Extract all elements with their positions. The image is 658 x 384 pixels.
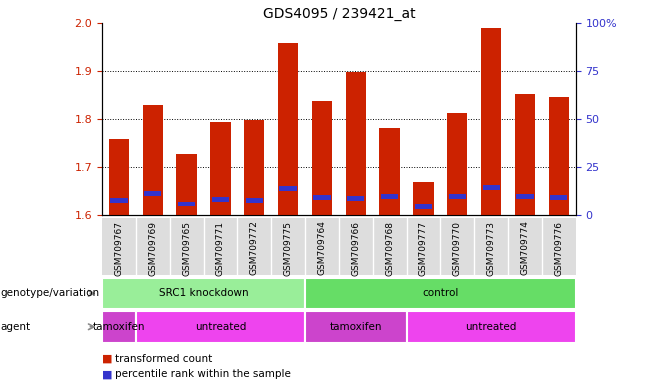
Text: untreated: untreated — [465, 322, 517, 332]
Text: GSM709775: GSM709775 — [284, 220, 293, 276]
Bar — [178, 202, 195, 206]
Bar — [143, 104, 163, 215]
Bar — [407, 311, 576, 343]
Bar — [305, 311, 407, 343]
Bar — [380, 127, 400, 215]
Text: GSM709774: GSM709774 — [520, 220, 530, 275]
Text: GSM709766: GSM709766 — [351, 220, 361, 276]
Title: GDS4095 / 239421_at: GDS4095 / 239421_at — [263, 7, 415, 21]
Bar — [313, 195, 330, 200]
Bar — [245, 198, 263, 203]
Bar — [413, 182, 434, 215]
Text: agent: agent — [1, 322, 31, 332]
Text: ■: ■ — [102, 369, 113, 379]
Bar — [212, 197, 229, 202]
Text: GSM709776: GSM709776 — [554, 220, 563, 276]
Text: GSM709768: GSM709768 — [385, 220, 394, 276]
Bar — [345, 72, 366, 215]
Bar — [278, 43, 298, 215]
Bar — [111, 198, 128, 203]
Text: ■: ■ — [102, 354, 113, 364]
Text: genotype/variation: genotype/variation — [1, 288, 100, 298]
Bar — [347, 196, 365, 200]
Bar — [109, 139, 129, 215]
Text: GSM709777: GSM709777 — [419, 220, 428, 276]
Bar — [280, 186, 297, 191]
Bar — [415, 204, 432, 209]
Text: SRC1 knockdown: SRC1 knockdown — [159, 288, 248, 298]
Bar — [481, 28, 501, 215]
Text: tamoxifen: tamoxifen — [330, 322, 382, 332]
Bar — [381, 194, 398, 199]
Bar — [305, 278, 576, 309]
Text: tamoxifen: tamoxifen — [93, 322, 145, 332]
Text: untreated: untreated — [195, 322, 246, 332]
Text: GSM709764: GSM709764 — [317, 220, 326, 275]
Bar — [211, 122, 230, 215]
Text: GSM709765: GSM709765 — [182, 220, 191, 276]
Bar — [244, 120, 265, 215]
Text: transformed count: transformed count — [115, 354, 213, 364]
Text: GSM709769: GSM709769 — [148, 220, 157, 276]
Text: percentile rank within the sample: percentile rank within the sample — [115, 369, 291, 379]
Bar — [312, 101, 332, 215]
Bar — [549, 98, 569, 215]
Text: GSM709767: GSM709767 — [114, 220, 124, 276]
Text: GSM709773: GSM709773 — [487, 220, 495, 276]
Bar — [102, 311, 136, 343]
Text: GSM709772: GSM709772 — [250, 220, 259, 275]
Text: GSM709771: GSM709771 — [216, 220, 225, 276]
Bar — [550, 195, 567, 200]
Bar — [102, 278, 305, 309]
Bar — [482, 185, 500, 190]
Bar — [517, 194, 534, 199]
Text: control: control — [422, 288, 459, 298]
Bar — [449, 194, 466, 199]
Bar — [515, 94, 535, 215]
Text: GSM709770: GSM709770 — [453, 220, 462, 276]
Bar — [144, 191, 161, 196]
Bar — [136, 311, 305, 343]
Bar — [176, 154, 197, 215]
Bar — [447, 113, 467, 215]
